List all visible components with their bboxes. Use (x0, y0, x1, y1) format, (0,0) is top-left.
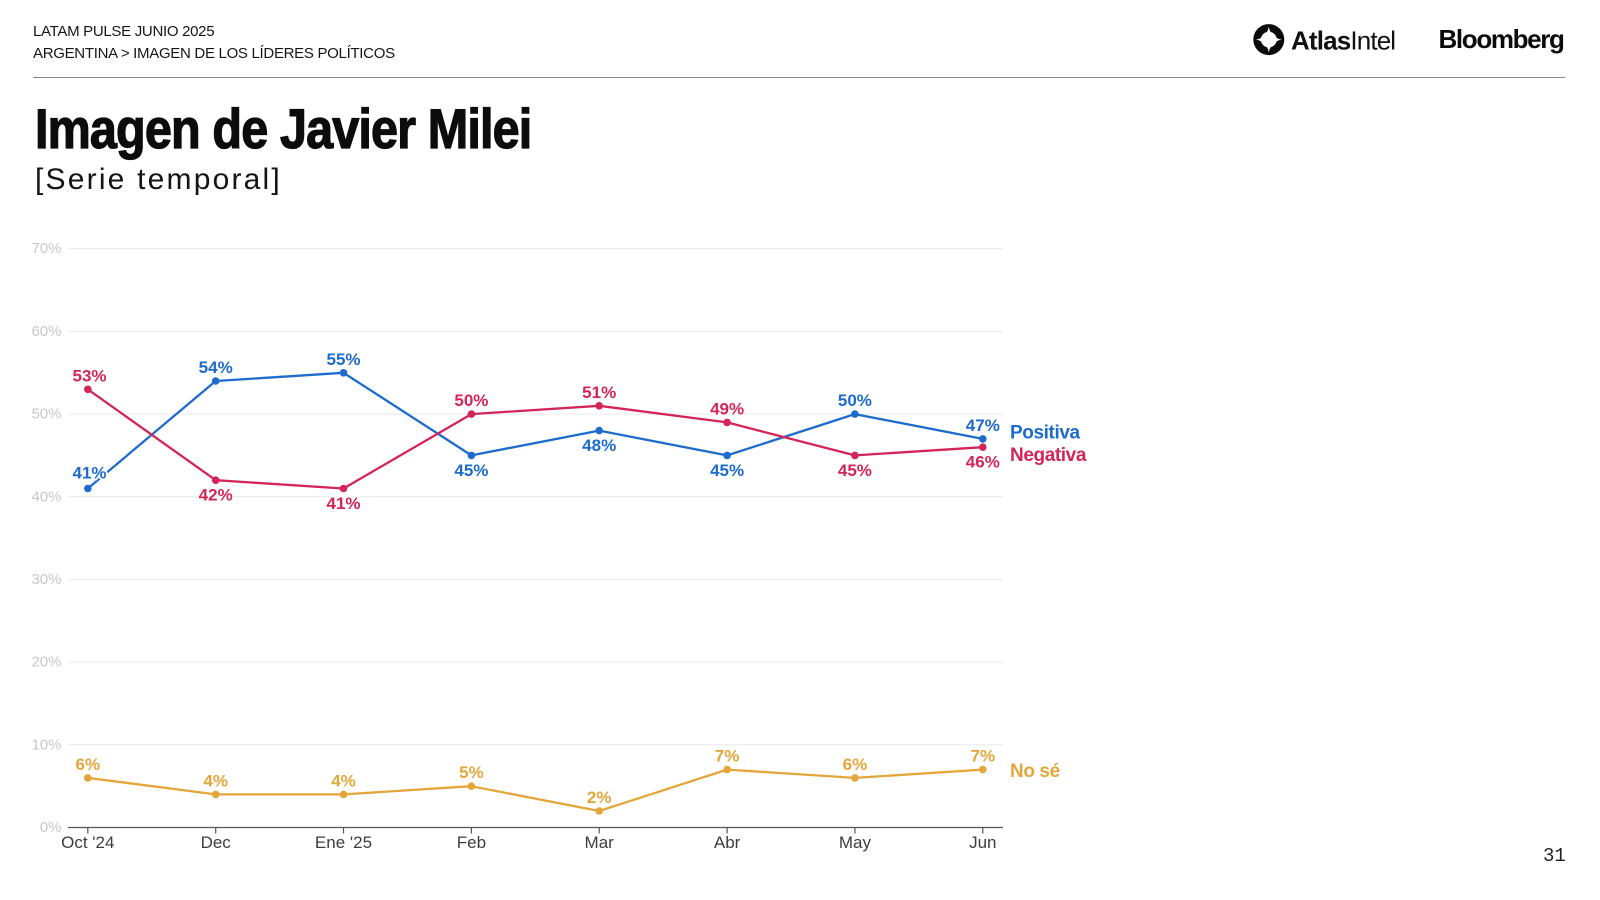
svg-text:20%: 20% (31, 654, 61, 671)
svg-text:Jun: Jun (969, 833, 996, 852)
svg-text:51%: 51% (582, 383, 616, 402)
svg-text:60%: 60% (31, 323, 61, 340)
svg-text:53%: 53% (72, 366, 106, 385)
svg-text:45%: 45% (710, 461, 744, 480)
svg-text:May: May (839, 833, 872, 852)
svg-text:55%: 55% (326, 350, 360, 369)
svg-text:41%: 41% (72, 464, 106, 483)
svg-text:Dec: Dec (201, 833, 232, 852)
svg-text:46%: 46% (966, 453, 1000, 472)
svg-text:0%: 0% (40, 819, 62, 836)
svg-text:50%: 50% (454, 391, 488, 410)
svg-text:5%: 5% (459, 763, 484, 782)
svg-text:Negativa: Negativa (1010, 445, 1087, 466)
svg-text:6%: 6% (843, 755, 868, 774)
svg-text:No sé: No sé (1010, 761, 1060, 782)
svg-text:Bloomberg: Bloomberg (1439, 24, 1565, 54)
svg-text:41%: 41% (326, 494, 360, 513)
svg-text:50%: 50% (31, 406, 61, 423)
svg-text:Ene '25: Ene '25 (315, 833, 372, 852)
svg-text:40%: 40% (31, 488, 61, 505)
svg-text:54%: 54% (199, 358, 233, 377)
svg-text:Mar: Mar (585, 833, 615, 852)
svg-text:4%: 4% (203, 771, 228, 790)
svg-text:70%: 70% (31, 240, 61, 257)
svg-text:30%: 30% (31, 571, 61, 588)
svg-text:49%: 49% (710, 399, 744, 418)
svg-text:Oct '24: Oct '24 (61, 833, 114, 852)
svg-text:45%: 45% (454, 461, 488, 480)
svg-text:42%: 42% (199, 486, 233, 505)
svg-text:Positiva: Positiva (1010, 423, 1080, 444)
svg-text:10%: 10% (31, 736, 61, 753)
svg-text:48%: 48% (582, 436, 616, 455)
svg-text:AtlasIntel: AtlasIntel (1291, 26, 1395, 56)
svg-text:7%: 7% (715, 747, 740, 766)
svg-text:7%: 7% (971, 747, 996, 766)
svg-text:6%: 6% (76, 755, 101, 774)
svg-text:Abr: Abr (714, 833, 741, 852)
svg-text:45%: 45% (838, 461, 872, 480)
svg-text:Feb: Feb (457, 833, 486, 852)
svg-text:47%: 47% (966, 416, 1000, 435)
svg-text:50%: 50% (838, 391, 872, 410)
svg-text:2%: 2% (587, 788, 612, 807)
svg-text:4%: 4% (331, 771, 356, 790)
